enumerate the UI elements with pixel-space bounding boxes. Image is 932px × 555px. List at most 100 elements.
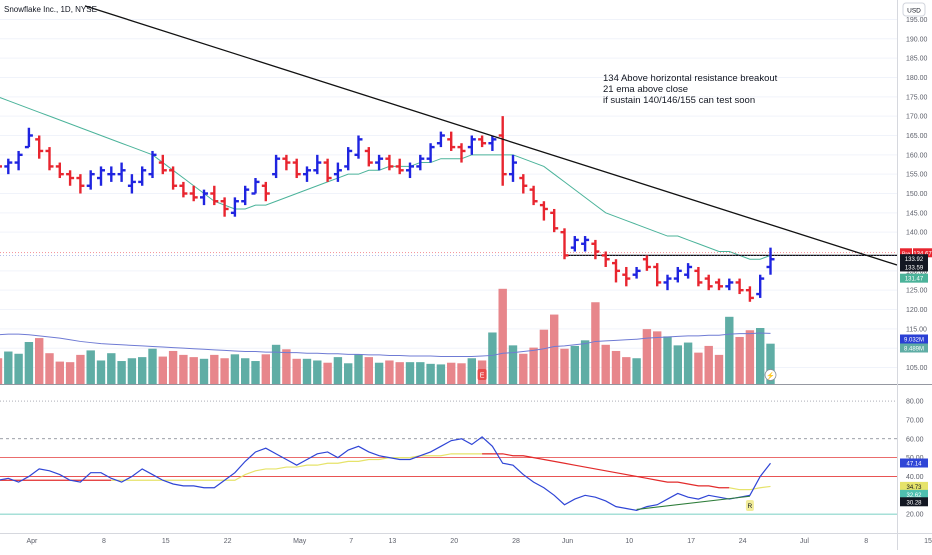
volume-bar xyxy=(673,345,682,384)
price-tick-label: 175.00 xyxy=(906,94,928,101)
volume-bar xyxy=(756,328,765,384)
volume-bar xyxy=(138,357,147,384)
volume-bar xyxy=(179,354,188,384)
price-tick-label: 120.00 xyxy=(906,307,928,314)
ohlc-bar xyxy=(550,208,559,233)
volume-bar xyxy=(251,361,260,384)
r-marker-label: R xyxy=(748,503,753,510)
badge-value: 32.62 xyxy=(906,493,922,499)
ohlc-bar xyxy=(45,147,54,171)
trendline-layer[interactable] xyxy=(84,5,898,266)
ohlc-bar xyxy=(498,116,507,186)
badge-box xyxy=(900,254,928,264)
ohlc-bar xyxy=(117,162,126,182)
volume-bar xyxy=(199,358,209,384)
ohlc-bar xyxy=(725,278,734,291)
rsi-pane[interactable] xyxy=(0,386,897,533)
currency-chip[interactable] xyxy=(902,2,926,17)
volume-bar xyxy=(436,364,446,384)
volume-bar xyxy=(498,288,507,384)
price-badge: 9.032M xyxy=(900,334,928,344)
volume-bar xyxy=(601,344,610,384)
annotation-line-1[interactable]: 134 Above horizontal resistance breakout xyxy=(603,73,778,84)
badge-tag xyxy=(900,248,912,258)
ohlc-bar xyxy=(395,158,404,175)
price-badge: 131.47 xyxy=(900,273,928,283)
volume-bar xyxy=(282,349,291,384)
badge-box xyxy=(900,343,928,353)
ohlc-bar xyxy=(323,158,332,182)
price-tick-label: 150.00 xyxy=(906,191,928,198)
ohlc-bar xyxy=(14,150,23,171)
alert-icon: ⚡ xyxy=(766,371,775,380)
volume-bar xyxy=(766,343,775,384)
ohlc-bar xyxy=(642,255,651,271)
volume-bar xyxy=(519,353,528,384)
ohlc-bar xyxy=(756,274,765,298)
date-tick-label: 17 xyxy=(687,538,695,545)
volume-bar xyxy=(14,353,23,384)
volume-bar xyxy=(550,314,559,384)
rsi-tick-label: 70.00 xyxy=(906,417,924,424)
ohlc-bar xyxy=(0,165,2,168)
axis-badges: Pre134.67133.92133.59131.479.032M8.489M4… xyxy=(900,248,932,507)
volume-bar xyxy=(364,357,373,384)
ohlc-bar xyxy=(200,189,208,206)
volume-bar xyxy=(395,362,404,384)
volume-bar xyxy=(374,362,384,384)
annotation-line-2[interactable]: 21 ema above close xyxy=(603,84,688,95)
ohlc-bar xyxy=(35,135,44,159)
volume-bar xyxy=(354,354,363,384)
ohlc-bar xyxy=(210,185,219,206)
volume-bar xyxy=(55,361,64,384)
ohlc-bar xyxy=(241,185,250,206)
chart-markers: E R ⚡ xyxy=(477,369,777,511)
volume-bar xyxy=(127,358,137,384)
price-pane[interactable] xyxy=(0,0,897,384)
volume-bar xyxy=(488,332,497,384)
badge-value: 131.47 xyxy=(905,277,924,283)
volume-bar xyxy=(467,358,476,384)
volume-bar xyxy=(323,362,332,384)
ema-layer xyxy=(0,97,771,260)
volume-bar xyxy=(220,358,229,384)
ohlc-bar xyxy=(745,286,754,302)
ohlc-bar xyxy=(364,147,373,167)
volume-bar xyxy=(683,342,693,384)
rsi-ma-yellow-end xyxy=(729,485,771,491)
ohlc-bar xyxy=(539,201,548,221)
volume-bar xyxy=(591,302,600,384)
price-tick-label: 130.00 xyxy=(906,268,928,275)
volume-bar xyxy=(292,358,301,384)
volume-bar xyxy=(632,358,641,384)
volume-bar xyxy=(24,342,34,384)
badge-box xyxy=(900,273,928,283)
volume-bar xyxy=(560,348,569,384)
volume-bar xyxy=(725,316,734,384)
descending-trendline[interactable] xyxy=(84,5,898,266)
alert-marker xyxy=(764,369,777,381)
annotation-line-3[interactable]: if sustain 140/146/155 can test soon xyxy=(603,95,755,106)
price-tick-label: 145.00 xyxy=(906,210,928,217)
volume-bar xyxy=(35,338,44,384)
rsi-tick-label: 40.00 xyxy=(906,474,924,481)
volume-bar xyxy=(704,345,713,384)
ohlc-bar xyxy=(735,278,744,295)
ohlc-bar xyxy=(581,236,590,252)
volume-bar xyxy=(714,354,724,384)
ohlc-bar xyxy=(426,143,435,163)
volume-bar xyxy=(529,347,538,384)
ohlc-bar xyxy=(313,154,322,175)
ohlc-bar xyxy=(766,247,775,275)
price-axis[interactable]: 195.00 190.00 185.00 180.00 175.00 170.00 165.… xyxy=(906,17,928,372)
date-axis[interactable]: Apr 8 15 22 May 7 13 20 28 Jun 10 17 24 Jul 8 15 xyxy=(26,538,932,545)
badge-value: 47.14 xyxy=(906,462,922,468)
date-tick-label: 15 xyxy=(162,538,170,545)
price-tick-label: 195.00 xyxy=(906,17,928,24)
ohlc-bar xyxy=(169,166,178,190)
ohlc-bar xyxy=(467,135,476,155)
price-badge: 133.59 xyxy=(900,262,928,272)
volume-bar xyxy=(416,362,425,384)
